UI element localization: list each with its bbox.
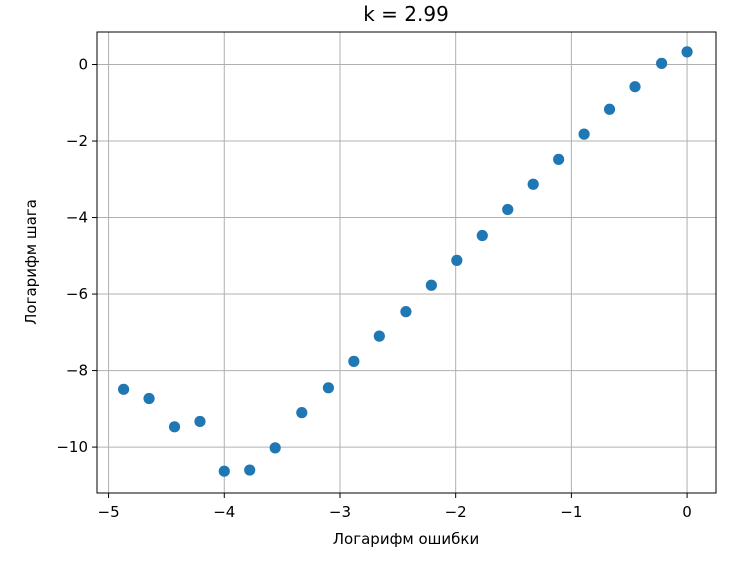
data-point bbox=[476, 229, 488, 242]
x-tick-label: −5 bbox=[98, 503, 120, 521]
x-axis-ticks: −5 −4 −3 −2 −1 0 bbox=[98, 493, 692, 521]
y-axis-label: Логарифм шага bbox=[22, 199, 40, 325]
data-point bbox=[348, 355, 360, 367]
y-axis-ticks: 0 −2 −4 −6 −8 −10 bbox=[56, 56, 97, 456]
data-points bbox=[118, 46, 693, 477]
data-point bbox=[400, 306, 412, 318]
data-point bbox=[553, 153, 565, 165]
data-point bbox=[578, 128, 590, 140]
y-tick-label: −8 bbox=[66, 362, 88, 380]
data-point bbox=[269, 442, 281, 454]
data-point bbox=[451, 254, 463, 266]
x-axis-label: Логарифм ошибки bbox=[333, 530, 479, 548]
data-point bbox=[322, 382, 335, 394]
data-point bbox=[681, 46, 693, 58]
y-tick-label: −4 bbox=[66, 209, 88, 227]
y-tick-label: −10 bbox=[56, 438, 88, 456]
chart-title: k = 2.99 bbox=[363, 2, 449, 26]
data-point bbox=[118, 383, 130, 395]
data-point bbox=[373, 330, 385, 342]
data-point bbox=[194, 415, 206, 428]
grid bbox=[97, 32, 716, 493]
plot-frame bbox=[96, 31, 717, 494]
data-point bbox=[218, 465, 230, 477]
x-tick-label: 0 bbox=[682, 503, 692, 521]
x-tick-label: −3 bbox=[329, 503, 351, 521]
data-point bbox=[502, 203, 514, 216]
data-point bbox=[603, 103, 616, 115]
data-point bbox=[296, 407, 308, 419]
data-point bbox=[143, 392, 155, 405]
data-point bbox=[527, 178, 539, 190]
y-tick-label: 0 bbox=[78, 56, 88, 74]
data-point bbox=[168, 421, 181, 433]
x-tick-label: −2 bbox=[445, 503, 467, 521]
y-tick-label: −6 bbox=[66, 285, 88, 303]
y-tick-label: −2 bbox=[66, 132, 88, 150]
data-point bbox=[425, 279, 437, 291]
data-point bbox=[656, 57, 668, 69]
x-tick-label: −1 bbox=[560, 503, 582, 521]
x-tick-label: −4 bbox=[213, 503, 235, 521]
data-point bbox=[629, 81, 641, 93]
data-point bbox=[244, 464, 256, 476]
